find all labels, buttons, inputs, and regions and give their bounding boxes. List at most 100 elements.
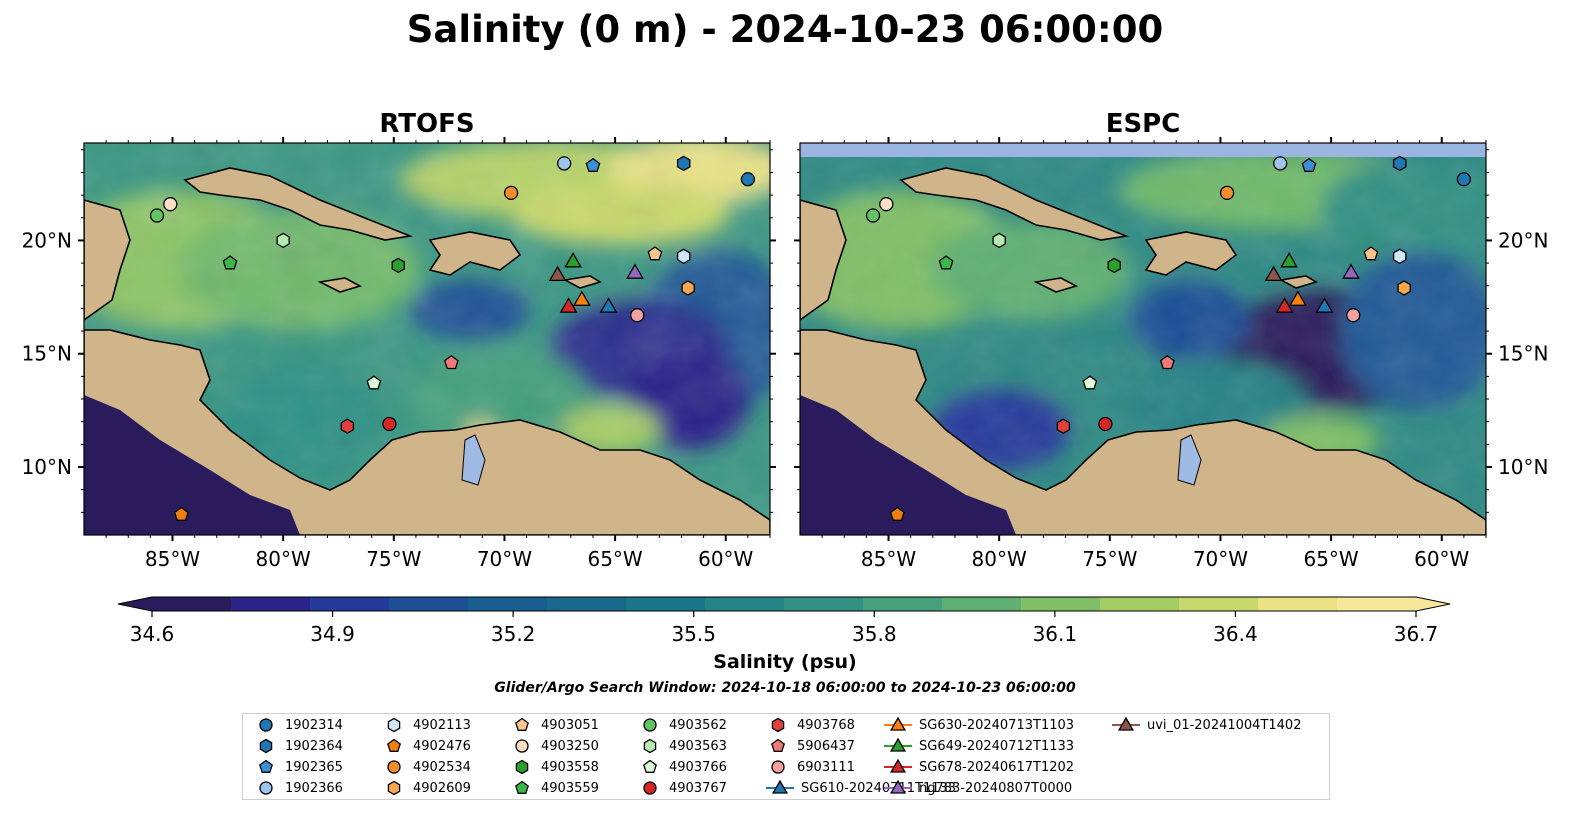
legend-item-SG630-20240713T1103: SG630-20240713T1103	[883, 715, 1074, 735]
y-tick-label: 20°N	[1498, 228, 1548, 252]
colorbar-segment	[547, 597, 627, 611]
legend-swatch	[643, 781, 657, 795]
colorbar-segment	[942, 597, 1022, 611]
float-4903766-marker	[366, 375, 382, 390]
colorbar-segment	[784, 597, 864, 611]
legend-marker	[387, 738, 401, 752]
legend-label: 1902365	[285, 759, 343, 775]
float-4902113-marker	[676, 248, 691, 265]
legend-label: 1902366	[285, 780, 343, 796]
legend-swatch	[884, 737, 912, 752]
glider-uvi_01-20241004T1402-marker	[1264, 265, 1283, 282]
float-1902366-marker	[557, 156, 572, 171]
legend-item-4903766: 4903766	[637, 757, 727, 777]
float-5906437-marker	[443, 354, 459, 370]
float-4903563-marker	[276, 232, 290, 249]
legend-item-1902364: 1902364	[253, 736, 343, 756]
legend-swatch	[771, 760, 785, 774]
legend-item-1902366: 1902366	[253, 778, 343, 798]
legend-label: 5906437	[797, 738, 855, 754]
float-1902314-marker	[740, 172, 756, 187]
colorbar-segment	[1179, 597, 1259, 611]
markers-rtofs	[149, 155, 756, 521]
legend-marker	[889, 758, 907, 773]
x-tick-label: 75°W	[1082, 547, 1137, 571]
float-4903768-marker	[1056, 418, 1071, 434]
colorbar-tick-label: 36.1	[1033, 622, 1078, 646]
legend-swatch	[515, 739, 529, 753]
legend-item-4903563: 4903563	[637, 736, 727, 756]
float-6903111-marker	[1346, 308, 1361, 323]
float-1902364-marker	[1392, 155, 1407, 172]
legend-label: 6903111	[797, 759, 855, 775]
legend-marker	[515, 759, 529, 775]
legend-swatch	[259, 738, 273, 754]
glider-ng783-20240807T0000-marker	[1342, 263, 1360, 279]
legend-swatch	[515, 759, 529, 775]
float-4903562-marker	[865, 208, 881, 223]
legend-item-4903250: 4903250	[509, 736, 599, 756]
legend-swatch	[643, 759, 657, 773]
legend-item-4903767: 4903767	[637, 778, 727, 798]
y-tick-label: 15°N	[22, 342, 72, 366]
legend-item-5906437: 5906437	[765, 736, 855, 756]
legend-label: 4902113	[413, 717, 471, 733]
legend-item-SG678-20240617T1202: SG678-20240617T1202	[883, 757, 1074, 777]
legend-item-4903768: 4903768	[765, 715, 855, 735]
legend-item-4903558: 4903558	[509, 757, 599, 777]
legend-label: 4903562	[669, 717, 727, 733]
colorbar: 34.6 34.9 35.2 35.5 35.8 36.1 36.4 36.7 Salinit…	[117, 596, 1451, 673]
legend-marker	[771, 738, 785, 752]
colorbar-segment	[310, 597, 390, 611]
float-4903558-marker	[391, 257, 405, 274]
legend-marker	[889, 737, 907, 752]
float-4903051-marker	[1363, 246, 1379, 261]
legend-item-SG649-20240712T1133: SG649-20240712T1133	[883, 736, 1074, 756]
missing-data-band	[800, 143, 1486, 157]
legend-label: 1902314	[285, 717, 343, 733]
legend-swatch	[884, 716, 912, 731]
float-1902365-marker	[585, 157, 601, 172]
legend-marker	[387, 717, 401, 733]
x-tick-label: 85°W	[861, 547, 916, 571]
x-tick-label: 75°W	[366, 547, 421, 571]
float-4903250-marker	[163, 197, 178, 212]
legend-marker	[387, 760, 401, 774]
float-4903563-marker	[992, 232, 1006, 249]
x-tick-label: 80°W	[972, 547, 1027, 571]
legend-swatch	[884, 779, 912, 794]
colorbar-gradient	[117, 596, 1451, 612]
legend-label: SG610-20240711T1133	[801, 780, 957, 796]
lakes-rtofs	[461, 434, 486, 486]
legend-item-uvi_01-20241004T1402: uvi_01-20241004T1402	[1111, 715, 1301, 735]
legend-swatch	[643, 738, 657, 754]
legend-item-4902476: 4902476	[381, 736, 471, 756]
glider-SG649-20240712T1133-marker	[564, 251, 582, 268]
colorbar-tick-label: 36.4	[1213, 622, 1258, 646]
legend-marker	[643, 759, 657, 773]
land-espc	[800, 167, 1486, 535]
float-4903559-marker	[222, 255, 238, 270]
x-tick-label: 85°W	[145, 547, 200, 571]
legend-swatch	[515, 780, 529, 794]
panel-rtofs: RTOFS	[22, 109, 776, 571]
legend-marker	[259, 759, 273, 773]
legend-marker	[259, 738, 273, 754]
legend-item-SG610-20240711T1133: SG610-20240711T1133	[765, 778, 956, 798]
colorbar-segment	[626, 597, 706, 611]
float-4902609-marker	[1397, 280, 1411, 296]
axis-ticks-rtofs: 85°W 80°W 75°W 70°W 65°W 60°W 20°N 15°N 10°N	[22, 137, 776, 571]
panel-espc: ESPC	[794, 109, 1548, 571]
colorbar-tick-label: 34.9	[310, 622, 355, 646]
float-4903767-marker	[382, 416, 397, 432]
colorbar-segment	[863, 597, 943, 611]
panel-title-espc: ESPC	[1106, 109, 1181, 139]
colorbar-tick-label: 36.7	[1394, 622, 1439, 646]
map-rtofs	[84, 143, 770, 535]
legend-label: 4903766	[669, 759, 727, 775]
y-tick-label: 10°N	[1498, 455, 1548, 479]
legend-swatch	[259, 759, 273, 773]
legend-label: 1902364	[285, 738, 343, 754]
float-4903250-marker	[879, 197, 894, 212]
